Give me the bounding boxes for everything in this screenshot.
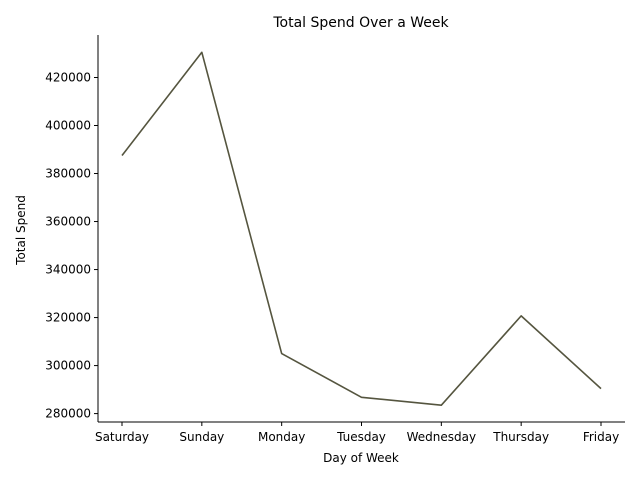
y-axis-label: Total Spend — [14, 195, 28, 266]
series-layer — [122, 52, 601, 405]
y-tick-label: 280000 — [45, 407, 91, 421]
x-tick-label: Tuesday — [336, 430, 386, 444]
y-tick-label: 420000 — [45, 70, 91, 84]
x-tick-label: Wednesday — [407, 430, 476, 444]
y-tick-label: 380000 — [45, 167, 91, 181]
x-tick-label: Saturday — [95, 430, 149, 444]
y-tick-label: 340000 — [45, 263, 91, 277]
tick-marks: 280000 300000 320000 340000 360000 380000 4000… — [45, 70, 619, 444]
x-axis-label: Day of Week — [323, 451, 399, 465]
y-tick-label: 320000 — [45, 311, 91, 325]
x-tick-label: Friday — [583, 430, 619, 444]
x-tick-label: Thursday — [492, 430, 549, 444]
chart-title: Total Spend Over a Week — [272, 15, 449, 31]
x-tick-label: Monday — [258, 430, 305, 444]
axes — [98, 35, 625, 422]
y-tick-label: 360000 — [45, 215, 91, 229]
series-line — [122, 52, 601, 405]
y-tick-label: 400000 — [45, 119, 91, 133]
y-tick-label: 300000 — [45, 359, 91, 373]
x-tick-label: Sunday — [179, 430, 224, 444]
